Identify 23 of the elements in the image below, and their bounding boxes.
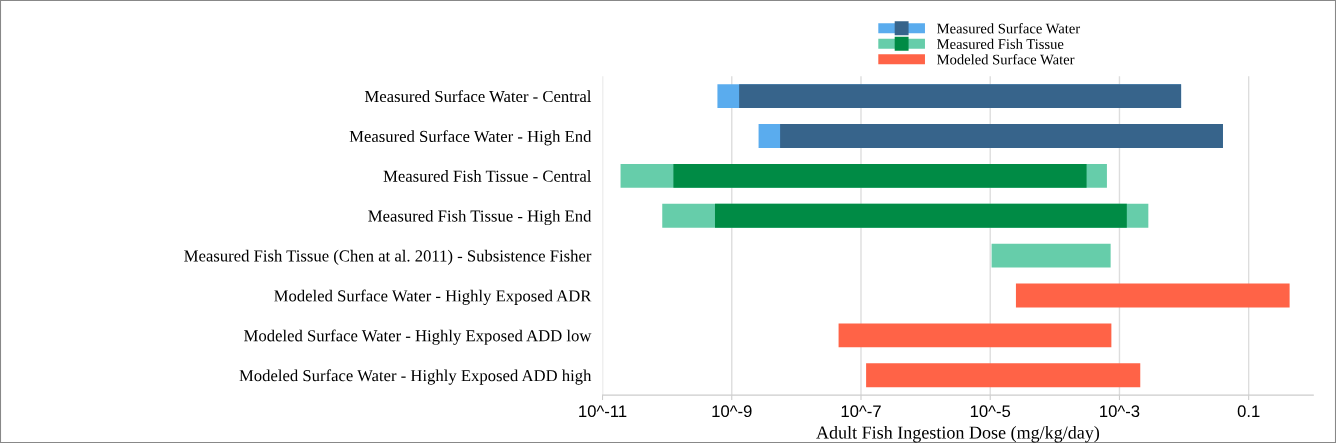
bar (991, 243, 1111, 268)
bar (838, 323, 1112, 348)
y-tick-label: Modeled Surface Water - Highly Exposed ADD low (244, 329, 592, 345)
bar (1015, 283, 1290, 308)
y-tick-label: Measured Fish Tissue - High End (368, 209, 592, 226)
legend-label: Measured Fish Tissue (937, 38, 1064, 49)
x-tick-label: 10^-7 (841, 405, 881, 418)
y-tick-label: Measured Fish Tissue (Chen at al. 2011) - Subsistence Fisher (184, 249, 592, 265)
legend-label: Modeled Surface Water (937, 54, 1075, 65)
x-tick-label: 0.1 (1237, 405, 1260, 418)
x-tick-label: 10^-9 (712, 405, 752, 418)
y-tick-label: Measured Surface Water - Central (364, 90, 592, 103)
x-tick-label: 10^-5 (970, 405, 1011, 418)
y-tick-label: Measured Fish Tissue - Central (383, 170, 592, 182)
y-tick-label: Measured Surface Water - High End (349, 130, 592, 146)
y-tick-label: Modeled Surface Water - Highly Exposed ADR (274, 289, 592, 305)
bar (866, 363, 1141, 388)
bar (714, 203, 1127, 228)
x-tick-label: 10^-3 (1100, 405, 1140, 418)
y-tick-label: Modeled Surface Water - Highly Exposed ADD high (239, 369, 592, 385)
legend-label: Measured Surface Water (937, 23, 1081, 34)
x-axis-title: Adult Fish Ingestion Dose (mg/kg/day) (816, 425, 1100, 443)
x-tick-label: 10^-11 (579, 405, 627, 418)
